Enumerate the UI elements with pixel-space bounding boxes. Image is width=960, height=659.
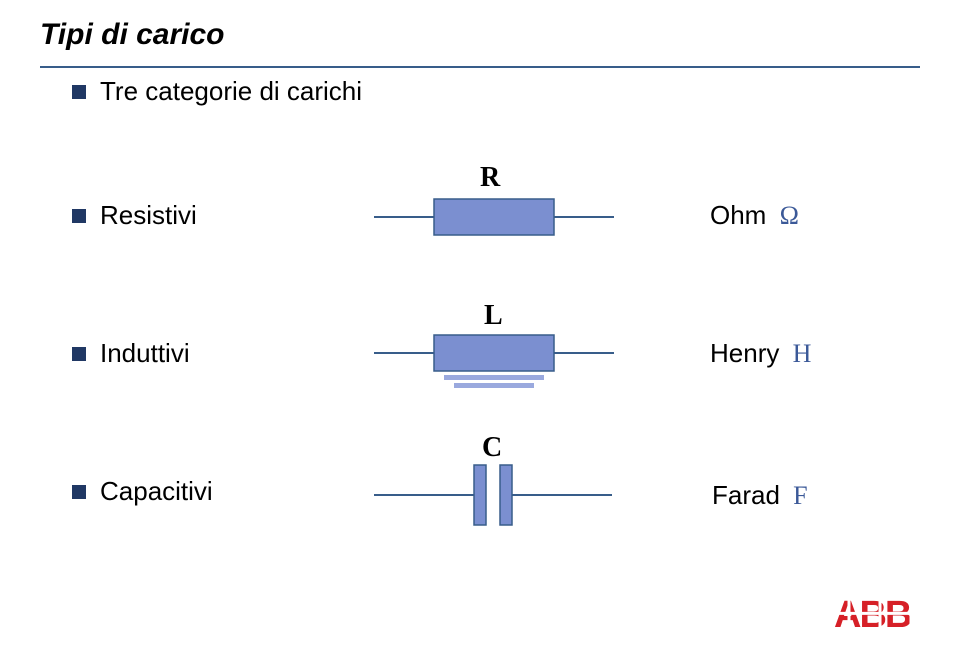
capacitor-symbol-icon (374, 461, 612, 529)
resistor-symbol-icon (374, 195, 614, 239)
unit-symbol: Ω (780, 201, 799, 230)
unit-name: Henry (710, 338, 779, 368)
bullet-icon (72, 485, 86, 499)
unit-name: Ohm (710, 200, 766, 230)
item-row-capacitivi: Capacitivi (72, 476, 213, 507)
slide-title: Tipi di carico (40, 18, 225, 52)
subtitle-text: Tre categorie di carichi (100, 76, 362, 107)
abb-logo-icon: ABB (834, 595, 926, 635)
item-label: Induttivi (100, 338, 190, 369)
svg-text:ABB: ABB (834, 595, 911, 635)
item-label: Capacitivi (100, 476, 213, 507)
item-label: Resistivi (100, 200, 197, 231)
unit-induttivi: Henry H (710, 338, 811, 369)
bullet-icon (72, 85, 86, 99)
subtitle-row: Tre categorie di carichi (72, 76, 362, 107)
title-underline (40, 66, 920, 68)
item-row-induttivi: Induttivi (72, 338, 190, 369)
symbol-letter-r: R (480, 162, 500, 194)
unit-symbol: H (793, 339, 812, 368)
inductor-symbol-icon (374, 333, 614, 395)
symbol-letter-l: L (484, 300, 503, 332)
bullet-icon (72, 347, 86, 361)
unit-name: Farad (712, 480, 780, 510)
unit-resistivi: Ohm Ω (710, 200, 799, 231)
unit-symbol: F (793, 481, 807, 510)
unit-capacitivi: Farad F (712, 480, 808, 511)
slide: Tipi di carico Tre categorie di carichi … (0, 0, 960, 659)
symbol-letter-c: C (482, 432, 502, 464)
item-row-resistivi: Resistivi (72, 200, 197, 231)
bullet-icon (72, 209, 86, 223)
